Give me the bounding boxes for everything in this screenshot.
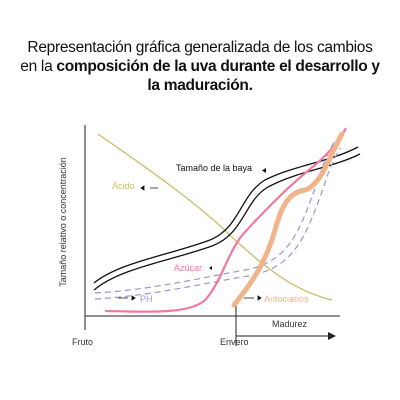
anthocyanin-label: Antocianos [264,294,309,304]
sugar-label: Azúcar [174,263,202,273]
arrow-head [328,332,336,340]
icon [262,168,266,173]
y-label: Tamaño relativo o concentración [58,157,68,287]
x-start: Fruto [72,337,93,347]
sugar-curve [104,127,347,313]
size-curve [93,153,361,291]
acid-label: Ácido [112,181,135,191]
ph-curve [94,141,335,294]
title-bold: composición de la uva durante el desarro… [56,58,380,94]
size-label: Tamaño de la baya [176,163,252,173]
acid-curve [97,133,333,301]
ph-curve [94,147,341,300]
icon [209,266,212,270]
anthocyanin-curve [231,131,345,308]
title-normal: Representación gráfica generalizada de l… [20,39,373,75]
ph-label: PH [140,294,153,304]
x-arrow-label: Madurez [272,319,308,329]
icon [140,185,158,191]
x-mid: Envero [220,337,249,347]
icon [118,295,136,301]
title: Representación gráfica generalizada de l… [20,38,380,95]
icon [244,295,262,301]
size-curve [93,146,359,284]
